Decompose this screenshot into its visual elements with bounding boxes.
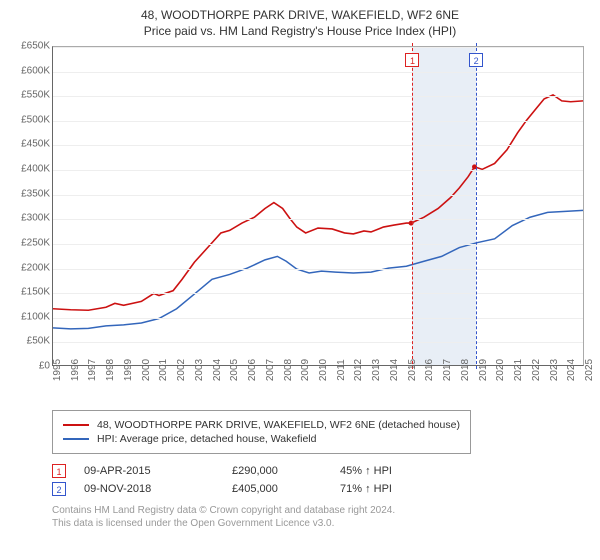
x-tick-label: 2020: [495, 359, 506, 381]
vline: [476, 43, 477, 369]
gridline-h: [53, 170, 583, 171]
legend-item: 48, WOODTHORPE PARK DRIVE, WAKEFIELD, WF…: [63, 419, 460, 431]
vline-marker: 2: [469, 53, 483, 67]
x-tick-label: 2019: [478, 359, 489, 381]
gridline-h: [53, 121, 583, 122]
gridline-h: [53, 244, 583, 245]
vline-marker: 1: [405, 53, 419, 67]
y-tick-label: £600K: [21, 65, 50, 76]
y-axis: £0£50K£100K£150K£200K£250K£300K£350K£400…: [10, 46, 52, 366]
sale-hpi: 45% ↑ HPI: [340, 465, 440, 477]
y-tick-label: £150K: [21, 287, 50, 298]
y-tick-label: £500K: [21, 114, 50, 125]
x-tick-label: 1998: [105, 359, 116, 381]
chart-subtitle: Price paid vs. HM Land Registry's House …: [10, 24, 590, 38]
gridline-h: [53, 47, 583, 48]
x-tick-label: 1995: [52, 359, 63, 381]
sale-price: £405,000: [232, 483, 322, 495]
plot-area: 12: [52, 46, 584, 366]
x-axis: 1995199619971998199920002001200220032004…: [52, 366, 584, 396]
x-tick-label: 2008: [283, 359, 294, 381]
legend-label: 48, WOODTHORPE PARK DRIVE, WAKEFIELD, WF…: [97, 419, 460, 431]
sale-date: 09-NOV-2018: [84, 483, 214, 495]
x-tick-label: 2007: [265, 359, 276, 381]
gridline-h: [53, 195, 583, 196]
x-tick-label: 2018: [460, 359, 471, 381]
x-tick-label: 2021: [513, 359, 524, 381]
x-tick-label: 2006: [247, 359, 258, 381]
x-tick-label: 2005: [229, 359, 240, 381]
sale-hpi: 71% ↑ HPI: [340, 483, 440, 495]
x-tick-label: 2016: [424, 359, 435, 381]
y-tick-label: £300K: [21, 213, 50, 224]
x-tick-label: 2022: [531, 359, 542, 381]
x-tick-label: 2017: [442, 359, 453, 381]
y-tick-label: £200K: [21, 262, 50, 273]
y-tick-label: £450K: [21, 139, 50, 150]
sale-marker: 1: [52, 464, 66, 478]
x-tick-label: 2011: [336, 359, 347, 381]
x-tick-label: 2024: [566, 359, 577, 381]
x-tick-label: 2025: [584, 359, 595, 381]
x-tick-label: 2010: [318, 359, 329, 381]
x-tick-label: 2003: [194, 359, 205, 381]
sale-row: 2 09-NOV-2018 £405,000 71% ↑ HPI: [52, 482, 590, 496]
gridline-h: [53, 96, 583, 97]
y-tick-label: £550K: [21, 90, 50, 101]
sale-row: 1 09-APR-2015 £290,000 45% ↑ HPI: [52, 464, 590, 478]
y-tick-label: £650K: [21, 41, 50, 52]
legend-swatch: [63, 424, 89, 426]
x-tick-label: 2001: [158, 359, 169, 381]
y-tick-label: £400K: [21, 164, 50, 175]
legend-swatch: [63, 438, 89, 440]
gridline-h: [53, 219, 583, 220]
x-tick-label: 2004: [212, 359, 223, 381]
sale-date: 09-APR-2015: [84, 465, 214, 477]
y-tick-label: £100K: [21, 311, 50, 322]
footer-attribution: Contains HM Land Registry data © Crown c…: [52, 504, 590, 530]
x-tick-label: 2023: [549, 359, 560, 381]
vline: [412, 43, 413, 369]
legend-item: HPI: Average price, detached house, Wake…: [63, 433, 460, 445]
x-tick-label: 2002: [176, 359, 187, 381]
y-tick-label: £50K: [27, 336, 50, 347]
legend-label: HPI: Average price, detached house, Wake…: [97, 433, 316, 445]
x-tick-label: 1997: [87, 359, 98, 381]
sale-price: £290,000: [232, 465, 322, 477]
x-tick-label: 2012: [353, 359, 364, 381]
gridline-h: [53, 293, 583, 294]
chart-container: 48, WOODTHORPE PARK DRIVE, WAKEFIELD, WF…: [0, 0, 600, 560]
x-tick-label: 2013: [371, 359, 382, 381]
y-tick-label: £350K: [21, 188, 50, 199]
y-tick-label: £0: [39, 361, 50, 372]
x-tick-label: 2015: [407, 359, 418, 381]
y-tick-label: £250K: [21, 237, 50, 248]
legend: 48, WOODTHORPE PARK DRIVE, WAKEFIELD, WF…: [52, 410, 471, 454]
series-property: [53, 95, 583, 310]
gridline-h: [53, 342, 583, 343]
gridline-h: [53, 318, 583, 319]
chart-title: 48, WOODTHORPE PARK DRIVE, WAKEFIELD, WF…: [10, 8, 590, 22]
x-tick-label: 2009: [300, 359, 311, 381]
sales-list: 1 09-APR-2015 £290,000 45% ↑ HPI 2 09-NOV-201…: [52, 464, 590, 496]
gridline-h: [53, 145, 583, 146]
x-tick-label: 2014: [389, 359, 400, 381]
x-tick-label: 1996: [70, 359, 81, 381]
x-tick-label: 2000: [141, 359, 152, 381]
sale-marker: 2: [52, 482, 66, 496]
chart-area: £0 £50K £100K £150K £200K £250K £300K £350K £400…: [10, 46, 590, 396]
x-tick-label: 1999: [123, 359, 134, 381]
gridline-h: [53, 269, 583, 270]
footer-line-2: This data is licensed under the Open Gov…: [52, 517, 590, 530]
gridline-h: [53, 72, 583, 73]
footer-line-1: Contains HM Land Registry data © Crown c…: [52, 504, 590, 517]
